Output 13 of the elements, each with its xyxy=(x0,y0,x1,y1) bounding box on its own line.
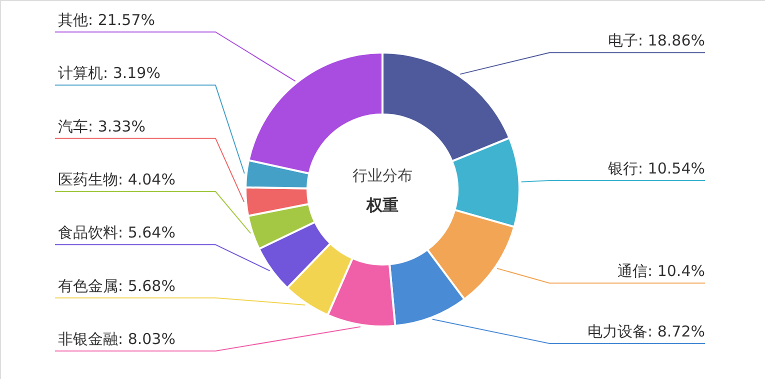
slice-label: 食品饮料: 5.64% xyxy=(58,224,176,242)
slice-label: 计算机: 3.19% xyxy=(58,64,160,82)
text: 行业分布 xyxy=(352,166,412,184)
slice-label: 电力设备: 8.72% xyxy=(588,322,705,341)
text: 权重 xyxy=(366,196,398,214)
slice-label: 电子: 18.86% xyxy=(608,32,705,50)
slice-label: 通信: 10.4% xyxy=(618,262,705,280)
slice-label: 银行: 10.54% xyxy=(606,159,705,178)
slice-label: 医药生物: 4.04% xyxy=(58,170,176,188)
slice-label: 汽车: 3.33% xyxy=(58,117,146,136)
slice-label: 其他: 21.57% xyxy=(58,11,156,29)
slice-label: 有色金属: 5.68% xyxy=(58,276,176,295)
slice-label: 非银金融: 8.03% xyxy=(58,330,176,348)
